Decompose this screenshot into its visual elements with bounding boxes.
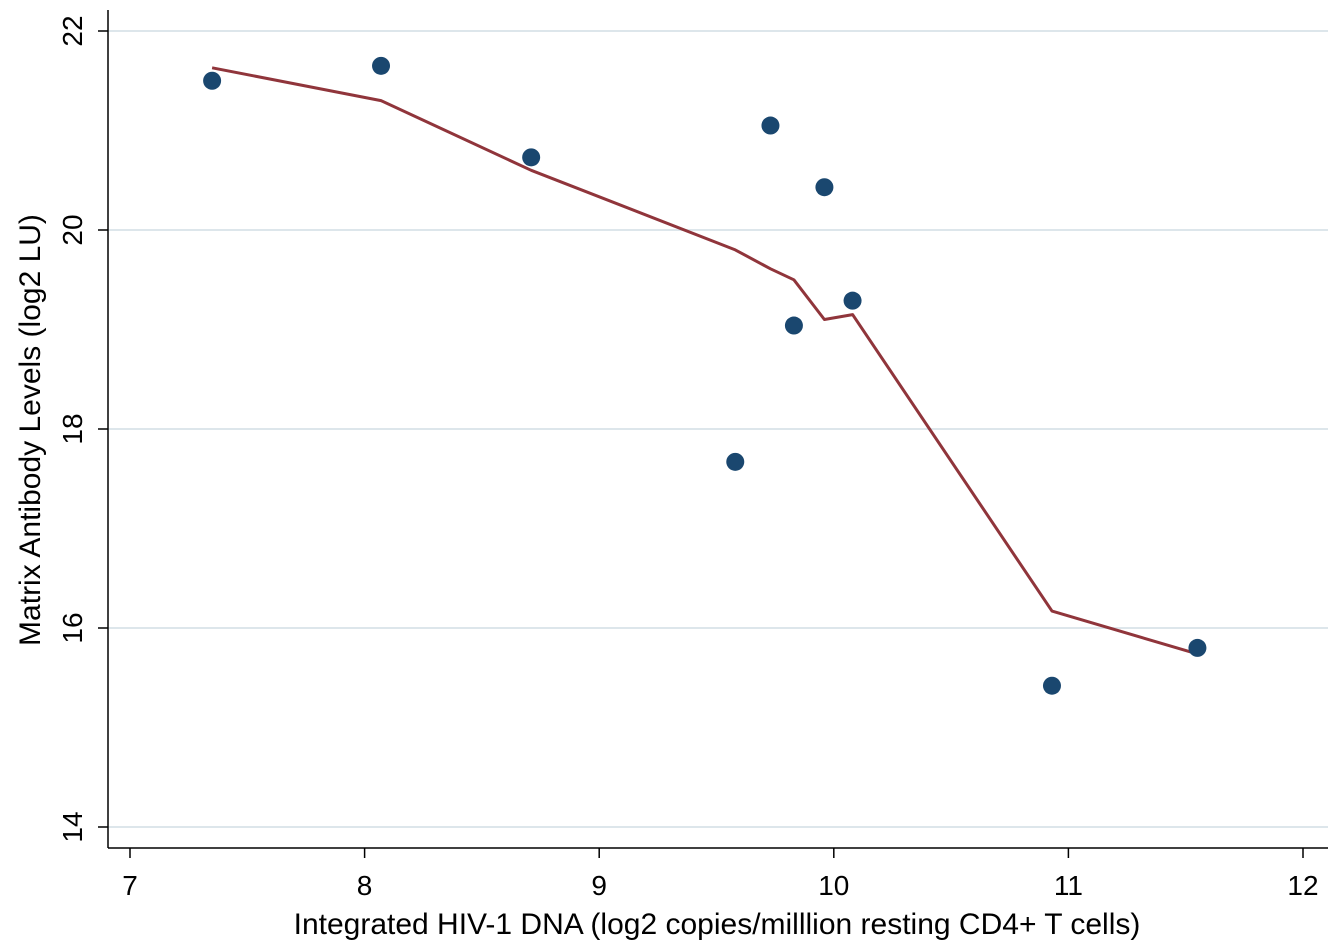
data-point <box>761 116 780 135</box>
data-point <box>843 291 862 310</box>
data-point <box>726 452 745 471</box>
fit-line-layer <box>211 66 1198 656</box>
x-tick-label: 12 <box>1287 870 1318 901</box>
y-tick-label: 16 <box>57 612 88 643</box>
fit-line <box>211 66 1198 656</box>
data-point <box>815 178 834 197</box>
axes: 14 16 18 20 22 7 8 9 10 11 12 <box>57 10 1328 901</box>
data-point <box>522 148 541 167</box>
y-axis-title: Matrix Antibody Levels (log2 LU) <box>14 214 47 646</box>
x-tick-label: 7 <box>122 870 138 901</box>
grid-lines <box>108 30 1328 828</box>
y-tick-label: 14 <box>57 811 88 842</box>
x-tick-label: 8 <box>357 870 373 901</box>
data-point <box>372 56 391 75</box>
data-points <box>203 56 1207 695</box>
y-tick-label: 22 <box>57 15 88 46</box>
data-point <box>203 71 222 90</box>
x-tick-label: 10 <box>818 870 849 901</box>
x-tick-label: 11 <box>1054 870 1083 901</box>
data-point <box>1042 676 1061 695</box>
y-tick-label: 20 <box>57 214 88 245</box>
axis-labels: Integrated HIV-1 DNA (log2 copies/millli… <box>14 214 1140 941</box>
data-point <box>784 316 803 335</box>
y-tick-label: 18 <box>57 413 88 444</box>
data-point <box>1188 638 1207 657</box>
x-tick-label: 9 <box>591 870 607 901</box>
x-axis-title: Integrated HIV-1 DNA (log2 copies/millli… <box>294 908 1141 941</box>
